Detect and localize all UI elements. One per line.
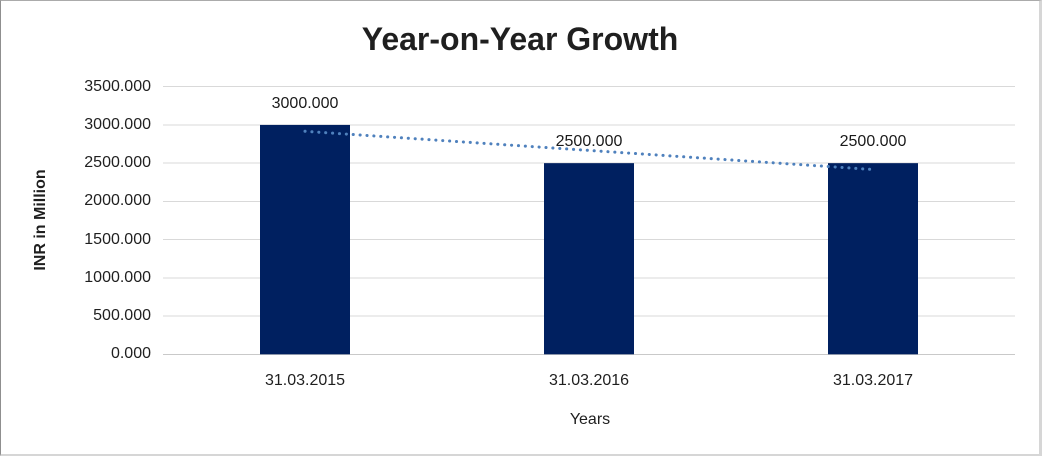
- x-axis-title: Years: [569, 411, 611, 428]
- y-tick-label: 1000.000: [84, 268, 151, 286]
- bar-data-label: 2500.000: [555, 133, 623, 151]
- y-tick-label: 2000.000: [84, 192, 151, 210]
- x-tick-label: 31.03.2017: [832, 372, 914, 389]
- x-tick-label: 31.03.2016: [548, 372, 630, 389]
- y-tick-label: 0.000: [110, 345, 151, 363]
- y-tick-label: 3000.000: [84, 115, 151, 133]
- bars: [260, 124, 918, 355]
- x-tick-label: 31.03.2015: [264, 372, 346, 389]
- chart-title: Year-on-Year Growth: [361, 21, 679, 57]
- y-tick-label: 1500.000: [84, 230, 151, 248]
- y-tick-label: 3500.000: [84, 77, 151, 95]
- bar-data-label: 2500.000: [839, 133, 907, 151]
- y-tick-label: 2500.000: [84, 154, 151, 172]
- bar-data-label: 3000.000: [271, 94, 339, 112]
- y-tick-label: 500.000: [93, 307, 151, 325]
